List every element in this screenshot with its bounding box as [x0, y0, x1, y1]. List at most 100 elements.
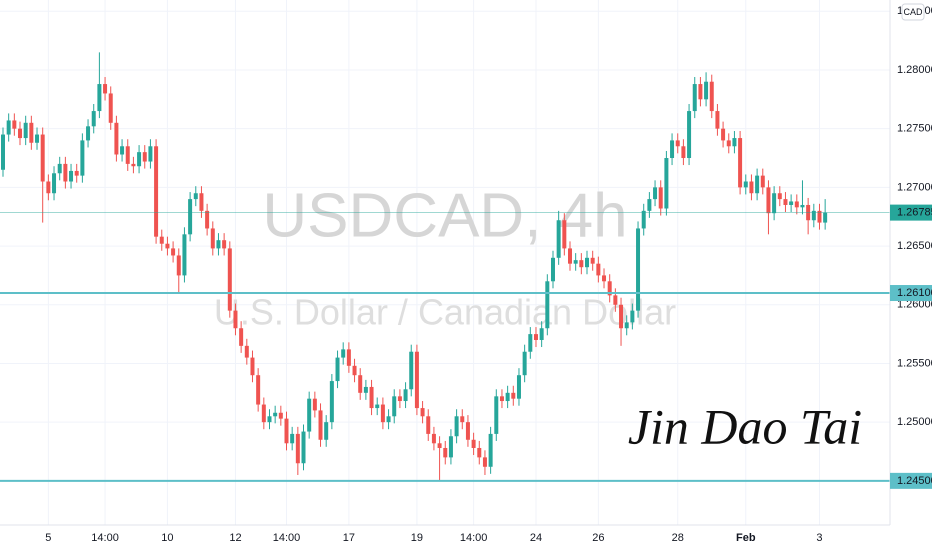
y-tick-label: 1.26500	[897, 240, 932, 252]
candle-body	[159, 236, 164, 244]
candle-body	[125, 146, 130, 164]
candle-body	[800, 204, 805, 208]
candle-body	[341, 349, 346, 358]
candle-body	[749, 181, 754, 194]
x-tick-label: Feb	[736, 532, 756, 544]
x-tick-label: 5	[45, 532, 51, 544]
x-tick-label: 24	[530, 532, 542, 544]
candle-body	[420, 408, 425, 417]
candle-body	[670, 140, 675, 159]
x-tick-label: 14:00	[91, 532, 119, 544]
candle-body	[431, 433, 436, 444]
watermark-subtitle: U.S. Dollar / Canadian Dollar	[214, 292, 676, 333]
candle-body	[460, 416, 465, 423]
candle-body	[205, 210, 210, 229]
candle-body	[715, 111, 720, 129]
candle-body	[142, 152, 147, 162]
candle-body	[23, 122, 28, 139]
candle-body	[307, 398, 312, 432]
candle-body	[114, 122, 119, 155]
candle-body	[335, 357, 340, 382]
candle-body	[6, 120, 11, 135]
candle-body	[414, 351, 419, 409]
candle-body	[392, 396, 397, 417]
candle-body	[726, 140, 731, 147]
candle-body	[193, 193, 198, 200]
y-tick-label: 1.25000	[897, 416, 932, 428]
candle-body	[57, 163, 62, 174]
candle-body	[409, 351, 414, 390]
currency-label: CAD	[903, 7, 923, 17]
candle-body	[573, 260, 578, 264]
candle-body	[301, 431, 306, 464]
last-price-label: 1.26785	[897, 207, 932, 219]
candle-body	[482, 457, 487, 467]
candle-body	[97, 84, 102, 112]
candle-body	[18, 128, 23, 139]
candle-body	[777, 193, 782, 200]
candle-body	[250, 357, 255, 376]
candle-body	[261, 404, 266, 423]
candle-body	[585, 257, 590, 268]
candle-body	[137, 152, 142, 167]
level-label: 1.24500	[897, 475, 932, 487]
candle-body	[397, 396, 402, 402]
candle-body	[732, 138, 737, 147]
candle-body	[511, 392, 516, 399]
candle-body	[443, 447, 448, 458]
currency-badge[interactable]	[901, 3, 925, 21]
candle-body	[52, 173, 57, 194]
candle-body	[692, 84, 697, 112]
candle-body	[12, 120, 17, 129]
candle-body	[823, 212, 828, 223]
candle-body	[380, 404, 385, 423]
candle-body	[533, 334, 538, 340]
candle-body	[794, 201, 799, 208]
y-tick-label: 1.27500	[897, 123, 932, 135]
candle-body	[103, 84, 108, 94]
candle-body	[1, 134, 5, 170]
candle-body	[545, 281, 550, 329]
candle-body	[448, 436, 453, 458]
candle-body	[131, 163, 136, 167]
candle-body	[568, 248, 572, 264]
candle-body	[477, 447, 482, 458]
x-tick-label: 12	[229, 532, 241, 544]
x-tick-label: 14:00	[273, 532, 301, 544]
candle-body	[636, 228, 641, 311]
candle-body	[216, 240, 221, 249]
candle-body	[312, 398, 317, 411]
candle-body	[755, 175, 760, 194]
candle-body	[369, 386, 374, 409]
candle-body	[256, 375, 261, 405]
candle-body	[624, 322, 629, 329]
candle-body	[35, 134, 40, 143]
candle-body	[295, 433, 300, 464]
candle-body	[171, 248, 176, 256]
candle-body	[86, 126, 91, 141]
candle-body	[658, 187, 663, 209]
x-tick-label: 10	[161, 532, 173, 544]
candle-body	[772, 193, 777, 214]
candle-body	[244, 345, 249, 358]
candle-body	[602, 275, 607, 282]
candle-body	[783, 199, 788, 205]
signature: Jin Dao Tai	[628, 398, 862, 454]
candle-body	[222, 240, 227, 249]
level-badge	[890, 472, 932, 489]
candle-body	[437, 443, 442, 448]
candle-body	[760, 175, 765, 188]
candle-body	[278, 412, 283, 419]
candle-body	[267, 416, 272, 423]
candle-body	[329, 381, 334, 423]
level-label: 1.26100	[897, 287, 932, 299]
candle-body	[120, 146, 125, 155]
candle-body	[596, 263, 601, 276]
candle-body	[210, 228, 215, 249]
candle-body	[363, 386, 368, 393]
x-tick-label: 14:00	[460, 532, 488, 544]
candle-body	[403, 389, 408, 402]
candle-body	[607, 281, 612, 296]
candle-body	[108, 93, 113, 123]
